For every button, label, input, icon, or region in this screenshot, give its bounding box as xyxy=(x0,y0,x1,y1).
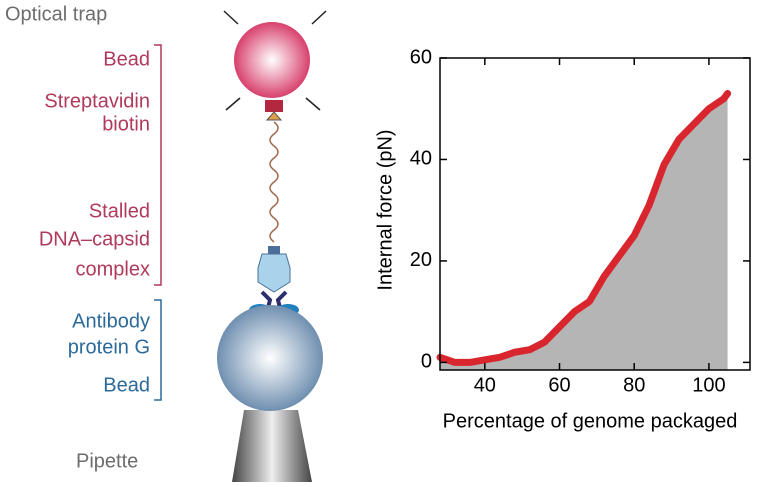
label: Streptavidin xyxy=(44,90,150,112)
pipette xyxy=(232,410,312,482)
figure: Optical trap Bead Streptavidin biotin St… xyxy=(0,0,773,482)
y-tick-label: 0 xyxy=(421,351,432,373)
x-tick-label: 40 xyxy=(474,374,496,396)
dna xyxy=(270,122,278,242)
label: Bead xyxy=(103,48,150,70)
label: Pipette xyxy=(76,450,138,472)
diagram: Optical trap Bead Streptavidin biotin St… xyxy=(5,3,326,482)
bracket xyxy=(154,45,161,285)
label: protein G xyxy=(68,336,150,358)
chart: Percentage of genome packaged Internal f… xyxy=(374,46,750,432)
x-tick-label: 80 xyxy=(623,374,645,396)
x-tick-label: 60 xyxy=(548,374,570,396)
label: Antibody xyxy=(72,310,150,332)
bead-bottom xyxy=(217,305,323,411)
portal xyxy=(268,246,280,254)
label: Bead xyxy=(103,374,150,396)
x-tick-label: 100 xyxy=(692,374,725,396)
label: biotin xyxy=(102,113,150,135)
y-tick-label: 40 xyxy=(410,148,432,170)
biotin xyxy=(267,112,281,120)
y-tick-label: 20 xyxy=(410,249,432,271)
bead-top xyxy=(234,22,310,98)
label: DNA–capsid xyxy=(39,228,150,250)
label: Optical trap xyxy=(5,3,107,25)
capsid xyxy=(258,254,290,292)
bracket xyxy=(154,300,161,400)
label: Stalled xyxy=(89,200,150,222)
x-axis-label: Percentage of genome packaged xyxy=(443,410,738,432)
y-axis-label: Internal force (pN) xyxy=(374,129,396,290)
y-tick-label: 60 xyxy=(410,46,432,68)
streptavidin xyxy=(265,100,283,112)
label: complex xyxy=(76,258,150,280)
